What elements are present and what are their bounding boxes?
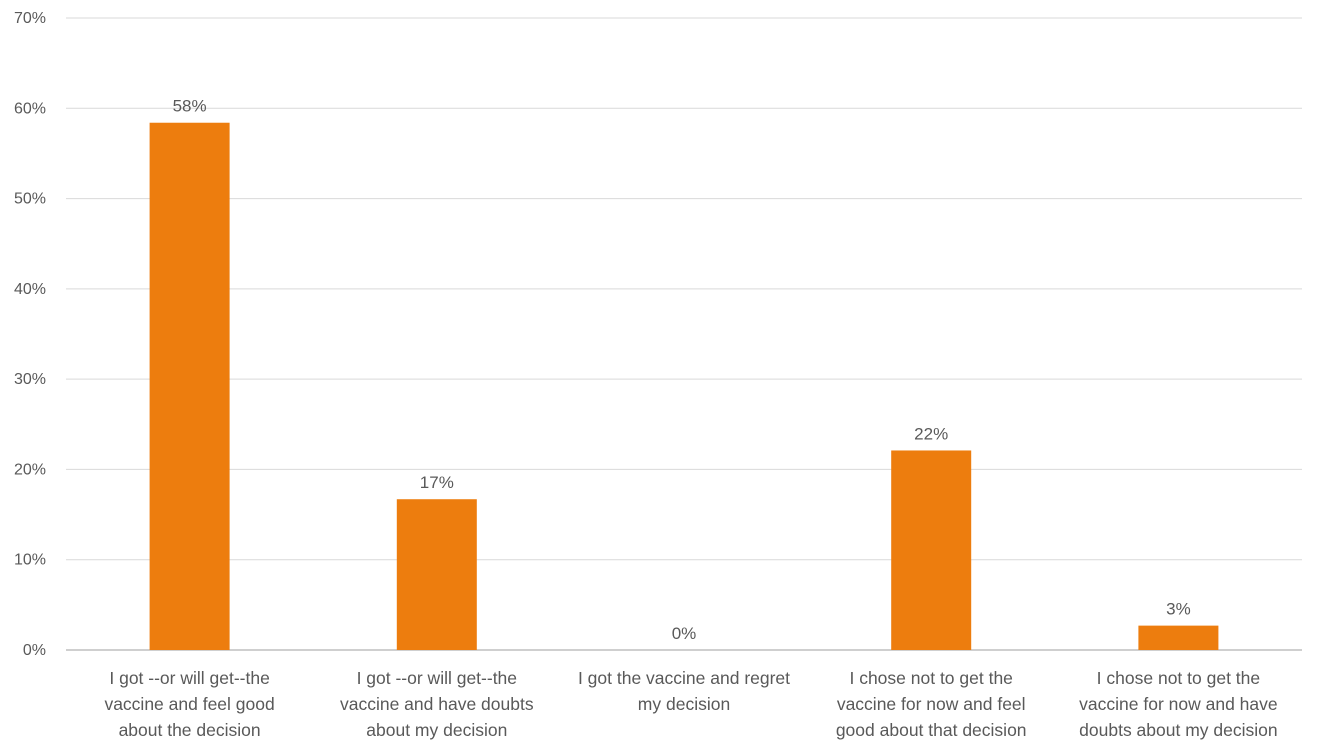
category-label: I chose not to get the vaccine for now an… [836, 668, 1027, 740]
category-label-line: vaccine for now and have [1079, 694, 1277, 714]
category-label-line: vaccine and have doubts [340, 694, 534, 714]
category-label-line: I got --or will get--the [109, 668, 269, 688]
category-label: I got --or will get--the vaccine and have… [340, 668, 534, 740]
y-tick-label: 40% [14, 281, 46, 298]
y-tick-label: 20% [14, 461, 46, 478]
gridlines [66, 17, 1302, 651]
y-tick-label: 0% [23, 642, 46, 659]
category-label-line: I chose not to get the [1097, 668, 1260, 688]
data-label: 17% [420, 473, 454, 492]
bar [891, 450, 972, 650]
category-label-line: vaccine for now and feel [837, 694, 1026, 714]
y-tick-label: 10% [14, 552, 46, 569]
y-axis-tick-labels: 0% 10% 20% 30% 40% 50% 60% 70% [14, 10, 46, 659]
data-label: 3% [1166, 600, 1191, 619]
category-label: I chose not to get the vaccine for now an… [1079, 668, 1277, 740]
bars [149, 122, 1219, 650]
data-label: 22% [914, 424, 948, 443]
y-tick-label: 50% [14, 191, 46, 208]
category-label-line: good about that decision [836, 720, 1027, 740]
category-label-line: doubts about my decision [1079, 720, 1277, 740]
category-labels: I got --or will get--the vaccine and feel… [104, 668, 1277, 740]
category-label-line: about my decision [366, 720, 507, 740]
y-tick-label: 30% [14, 371, 46, 388]
category-label: I got the vaccine and regret my decision [578, 668, 790, 714]
category-label: I got --or will get--the vaccine and feel… [104, 668, 274, 740]
category-label-line: I got --or will get--the [357, 668, 517, 688]
y-tick-label: 70% [14, 10, 46, 27]
data-labels: 58% 17% 0% 22% 3% [173, 97, 1191, 643]
y-tick-label: 60% [14, 100, 46, 117]
category-label-line: I chose not to get the [849, 668, 1012, 688]
category-label-line: vaccine and feel good [104, 694, 274, 714]
data-label: 58% [173, 97, 207, 116]
category-label-line: about the decision [119, 720, 261, 740]
data-label: 0% [672, 624, 697, 643]
bar [1138, 625, 1219, 650]
category-label-line: my decision [638, 694, 730, 714]
bar [396, 499, 477, 650]
category-label-line: I got the vaccine and regret [578, 668, 790, 688]
bar [149, 122, 230, 650]
